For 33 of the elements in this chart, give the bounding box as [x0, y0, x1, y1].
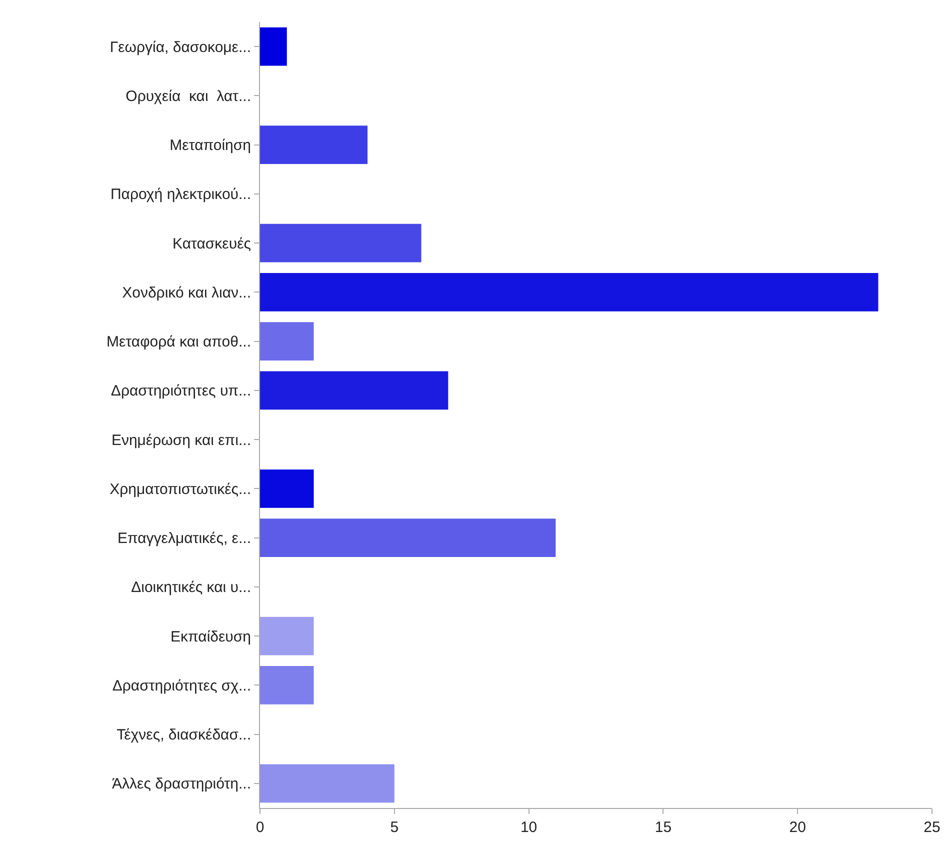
- bar: [260, 273, 878, 312]
- x-tick-label: 25: [924, 819, 940, 836]
- y-tick-label: Διοικητικές και υ...: [131, 579, 251, 596]
- bar: [260, 518, 556, 557]
- x-tick-label: 5: [390, 819, 399, 836]
- y-tick-label: Κατασκευές: [172, 235, 251, 252]
- x-tick-label: 20: [789, 819, 806, 836]
- y-tick-label: Χονδρικό και λιαν...: [122, 284, 251, 302]
- y-tick-label: Παροχή ηλεκτρικού...: [110, 186, 251, 204]
- y-tick-label: Γεωργία, δασοκομε...: [110, 38, 251, 56]
- y-tick-label: Ενημέρωση και επι...: [111, 432, 251, 449]
- bar: [260, 470, 314, 508]
- y-tick-label: Άλλες δραστηριότη...: [112, 776, 251, 793]
- x-tick-label: 15: [654, 819, 672, 836]
- y-tick-label: Εκπαίδευση: [170, 628, 251, 646]
- x-tick-label: 10: [520, 819, 538, 836]
- bar: [260, 322, 314, 360]
- bar: [260, 27, 287, 66]
- bar: [260, 616, 314, 656]
- bar: [260, 666, 314, 704]
- y-tick-label: Μεταποίηση: [170, 137, 251, 154]
- bar: [260, 371, 448, 410]
- y-tick-label: Μεταφορά και αποθ...: [106, 334, 251, 351]
- y-tick-label: Τέχνες, διασκέδασ...: [116, 726, 251, 744]
- y-tick-label: Επαγγελματικές, ε...: [117, 530, 251, 548]
- bar: [260, 126, 368, 164]
- y-tick-label: Δραστηριότητες υπ...: [110, 382, 251, 400]
- y-tick-label: Ορυχεία και λατ...: [126, 88, 251, 105]
- bar: [260, 764, 394, 803]
- bar: [260, 224, 422, 262]
- y-tick-label: Δραστηριότητες σχ...: [112, 677, 251, 694]
- x-tick-label: 0: [256, 819, 264, 836]
- y-tick-label: Χρηματοπιστωτικές...: [110, 480, 251, 498]
